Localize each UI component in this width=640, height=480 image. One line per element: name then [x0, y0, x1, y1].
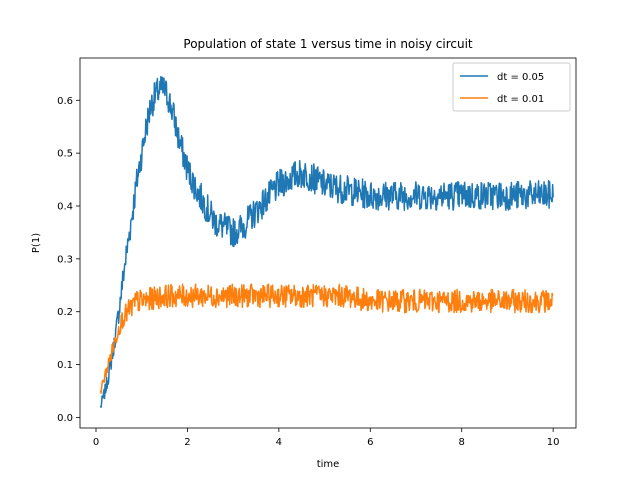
- legend-label-dt-0-01: dt = 0.01: [497, 94, 544, 105]
- x-tick-label: 2: [184, 437, 190, 448]
- legend-label-dt-0-05: dt = 0.05: [497, 72, 544, 83]
- x-tick-label: 6: [367, 437, 373, 448]
- legend: dt = 0.05 dt = 0.01: [452, 62, 571, 112]
- y-tick-label: 0.3: [57, 254, 73, 265]
- series-line-dt-0-05: [99, 75, 554, 409]
- x-tick-label: 10: [547, 437, 560, 448]
- y-tick-label: 0.0: [57, 413, 73, 424]
- x-tick-label: 4: [276, 437, 282, 448]
- chart-title: Population of state 1 versus time in noi…: [183, 37, 473, 51]
- x-axis-label: time: [317, 459, 340, 470]
- y-tick-label: 0.6: [57, 96, 73, 107]
- x-tick-label: 8: [459, 437, 465, 448]
- y-axis-label: P(1): [31, 233, 42, 253]
- plot-frame: [79, 57, 577, 429]
- y-tick-label: 0.5: [57, 149, 73, 160]
- y-tick-label: 0.1: [57, 360, 73, 371]
- y-tick-label: 0.4: [57, 202, 73, 213]
- x-tick-label: 0: [93, 437, 99, 448]
- series-line-dt-0-01: [99, 283, 554, 394]
- legend-box: [452, 62, 571, 112]
- y-tick-label: 0.2: [57, 307, 73, 318]
